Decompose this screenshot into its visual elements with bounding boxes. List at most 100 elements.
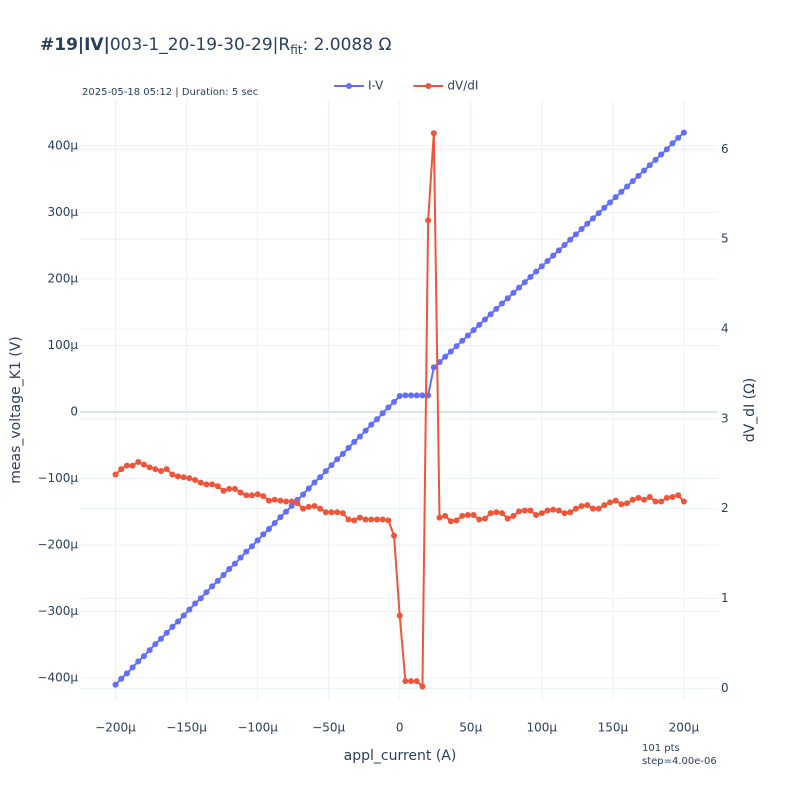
data-point [459, 337, 466, 344]
data-point [214, 577, 221, 584]
data-point [180, 474, 187, 481]
data-point [175, 618, 182, 625]
data-point [516, 508, 523, 515]
y-tick-label: 200µ [47, 271, 78, 285]
data-point [607, 199, 614, 206]
data-point [669, 494, 676, 501]
data-point [135, 658, 142, 665]
data-point [675, 134, 682, 141]
data-point [260, 531, 267, 538]
y-tick-label: −300µ [37, 604, 78, 618]
legend-item: I-V [334, 79, 384, 93]
title-tail: : 2.0088 Ω [302, 35, 391, 55]
data-point [419, 392, 426, 399]
data-point [254, 491, 261, 498]
data-point [464, 511, 471, 518]
x-tick-label: 50µ [459, 721, 482, 735]
data-point [442, 512, 449, 519]
data-point [527, 507, 534, 514]
data-point [265, 526, 272, 533]
y2-tick-label: 1 [721, 591, 729, 605]
data-point [146, 647, 153, 654]
data-point [209, 481, 216, 488]
data-point [572, 231, 579, 238]
x-tick-label: −150µ [166, 721, 207, 735]
data-point [504, 295, 511, 302]
data-point [243, 548, 250, 555]
data-point [510, 512, 517, 519]
data-point [459, 512, 466, 519]
data-point [140, 461, 147, 468]
data-point [453, 517, 460, 524]
data-point [607, 499, 614, 506]
data-point [112, 471, 119, 478]
data-point [538, 510, 545, 517]
y2-axis-title: dV_dI (Ω) [742, 378, 758, 443]
data-point [476, 321, 483, 328]
data-point [283, 498, 290, 505]
data-point [447, 348, 454, 355]
data-point [283, 508, 290, 515]
data-point [379, 410, 386, 417]
data-point [118, 675, 125, 682]
data-point [248, 543, 255, 550]
data-point [135, 458, 142, 465]
data-point [356, 514, 363, 521]
data-point [521, 279, 528, 286]
data-point [555, 247, 562, 254]
y-tick-label: −100µ [37, 471, 78, 485]
data-point [555, 507, 562, 514]
legend-item: dV/dI [413, 79, 478, 93]
data-point [288, 498, 295, 505]
data-point [192, 476, 199, 483]
data-point [305, 485, 312, 492]
data-point [362, 427, 369, 434]
data-point [277, 514, 284, 521]
data-point [402, 392, 409, 399]
data-point [408, 678, 415, 685]
data-point [322, 468, 329, 475]
data-point [567, 509, 574, 516]
data-point [186, 606, 193, 613]
data-point [612, 497, 619, 504]
annotation: 2025-05-18 05:12 | Duration: 5 sec [82, 87, 258, 98]
x-tick-label: 0 [396, 721, 404, 735]
data-point [163, 466, 170, 473]
data-point [129, 462, 136, 469]
title-bold: #19|IV| [40, 35, 110, 55]
data-point [396, 612, 403, 619]
data-point [385, 404, 392, 411]
data-point [277, 497, 284, 504]
data-point [140, 653, 147, 660]
data-point [646, 494, 653, 501]
data-point [680, 498, 687, 505]
data-point [652, 498, 659, 505]
data-point [516, 284, 523, 291]
data-point [680, 129, 687, 136]
data-point [658, 151, 665, 158]
data-point [214, 483, 221, 490]
legend-marker [346, 83, 352, 89]
y2-tick-label: 0 [721, 681, 729, 695]
data-point [641, 167, 648, 174]
grid [80, 100, 718, 700]
x-tick-label: 200µ [669, 721, 700, 735]
data-point [413, 678, 420, 685]
data-point [487, 311, 494, 318]
data-point [595, 210, 602, 217]
data-point [493, 305, 500, 312]
data-point [499, 510, 506, 517]
data-point [129, 664, 136, 671]
data-point [612, 194, 619, 201]
data-point [533, 268, 540, 275]
data-point [209, 583, 216, 590]
data-point [317, 505, 324, 512]
data-point [550, 506, 557, 513]
data-point [322, 509, 329, 516]
data-point [646, 162, 653, 169]
data-point [112, 681, 119, 688]
data-point [402, 678, 409, 685]
data-point [362, 516, 369, 523]
y2-tick-label: 4 [721, 322, 729, 336]
data-point [447, 518, 454, 525]
